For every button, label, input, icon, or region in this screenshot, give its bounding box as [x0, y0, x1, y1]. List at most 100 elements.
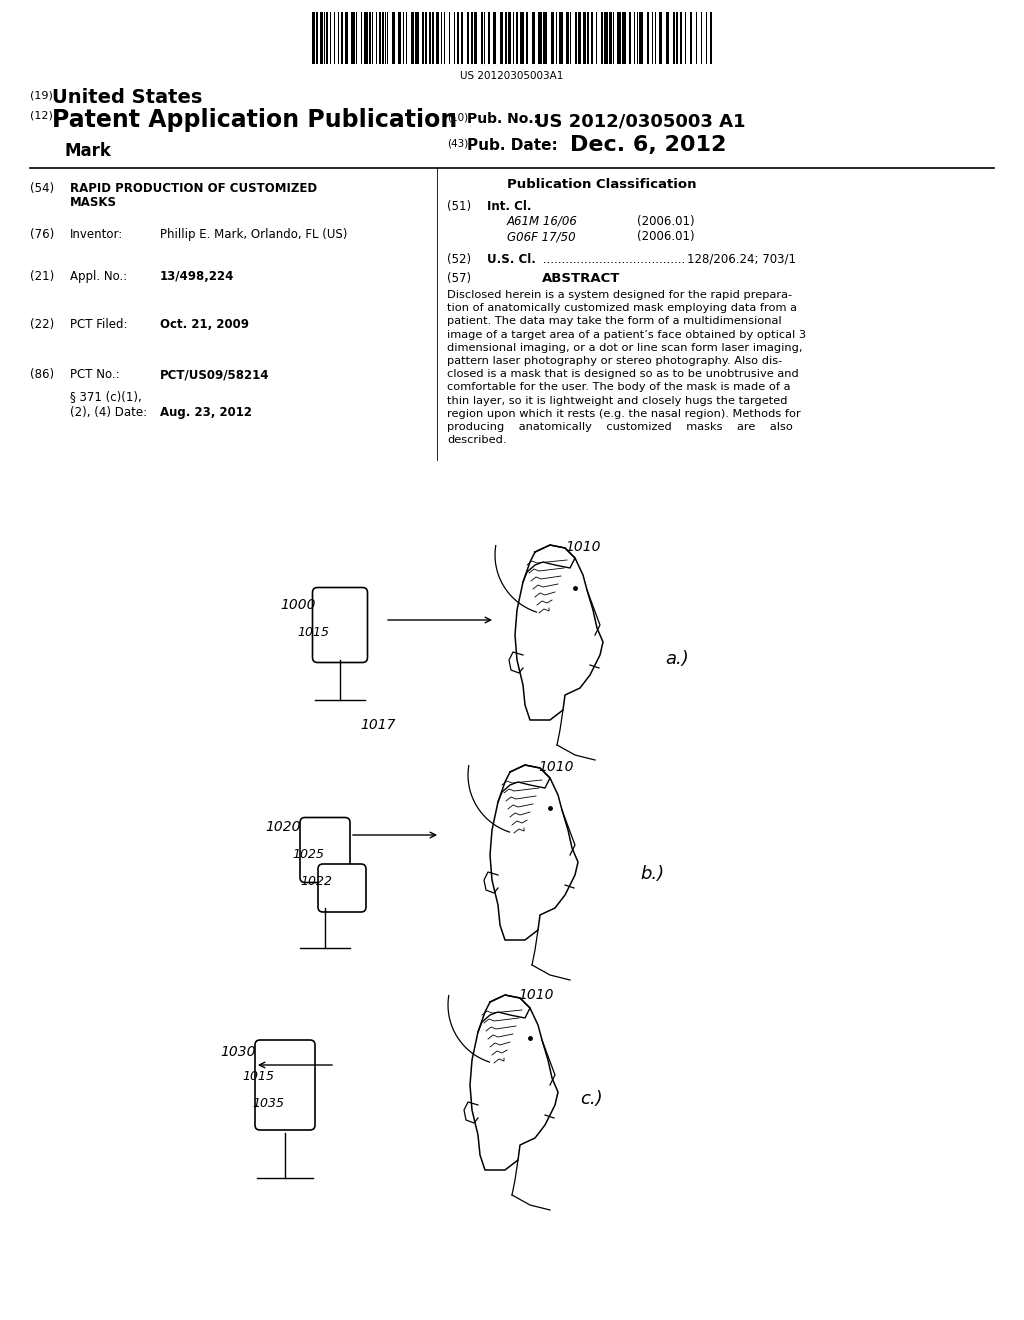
Bar [369, 12, 371, 63]
Text: 1015: 1015 [242, 1071, 274, 1082]
Text: MASKS: MASKS [70, 195, 117, 209]
Text: PCT/US09/58214: PCT/US09/58214 [160, 368, 269, 381]
Text: A61M 16/06: A61M 16/06 [507, 215, 578, 228]
Bar [345, 12, 348, 63]
Text: producing    anatomically    customized    masks    are    also: producing anatomically customized masks … [447, 422, 793, 432]
Text: 1015: 1015 [297, 626, 329, 639]
Bar [474, 12, 477, 63]
Text: § 371 (c)(1),: § 371 (c)(1), [70, 389, 141, 403]
Bar [575, 12, 577, 63]
Text: image of a target area of a patient’s face obtained by optical 3: image of a target area of a patient’s fa… [447, 330, 806, 339]
Bar [587, 12, 589, 63]
FancyBboxPatch shape [312, 587, 368, 663]
Text: 1020: 1020 [265, 820, 300, 834]
Text: pattern laser photography or stereo photography. Also dis-: pattern laser photography or stereo phot… [447, 356, 782, 366]
Bar [461, 12, 463, 63]
Bar [601, 12, 603, 63]
Bar [379, 12, 381, 63]
Text: G06F 17/50: G06F 17/50 [507, 230, 575, 243]
Bar [710, 12, 712, 63]
Bar [392, 12, 395, 63]
Text: (51): (51) [447, 201, 471, 213]
Bar [471, 12, 473, 63]
Bar [520, 12, 524, 63]
Bar [351, 12, 355, 63]
FancyBboxPatch shape [300, 817, 350, 883]
Text: U.S. Cl.: U.S. Cl. [487, 253, 536, 267]
Text: (12): (12) [30, 110, 53, 120]
FancyBboxPatch shape [318, 865, 366, 912]
Bar [422, 12, 424, 63]
Text: comfortable for the user. The body of the mask is made of a: comfortable for the user. The body of th… [447, 383, 791, 392]
Bar [316, 12, 318, 63]
Bar [629, 12, 631, 63]
Text: (21): (21) [30, 271, 54, 282]
Bar [312, 12, 315, 63]
Text: (2), (4) Date:: (2), (4) Date: [70, 407, 147, 418]
Bar [676, 12, 678, 63]
Text: (57): (57) [447, 272, 471, 285]
Bar [659, 12, 662, 63]
Bar [532, 12, 535, 63]
Text: Oct. 21, 2009: Oct. 21, 2009 [160, 318, 249, 331]
Text: Mark: Mark [65, 143, 112, 160]
Bar [488, 12, 490, 63]
Bar [319, 12, 323, 63]
Text: (22): (22) [30, 318, 54, 331]
Bar [432, 12, 434, 63]
Text: Aug. 23, 2012: Aug. 23, 2012 [160, 407, 252, 418]
Text: patient. The data may take the form of a multidimensional: patient. The data may take the form of a… [447, 317, 781, 326]
Bar [591, 12, 593, 63]
Text: region upon which it rests (e.g. the nasal region). Methods for: region upon which it rests (e.g. the nas… [447, 409, 801, 418]
Text: 1010: 1010 [538, 760, 573, 774]
Text: (76): (76) [30, 228, 54, 242]
Bar [609, 12, 612, 63]
Bar [382, 12, 384, 63]
Text: tion of anatomically customized mask employing data from a: tion of anatomically customized mask emp… [447, 304, 797, 313]
Text: 1010: 1010 [565, 540, 600, 554]
Bar [457, 12, 459, 63]
Bar [508, 12, 511, 63]
Bar [604, 12, 608, 63]
Bar [566, 12, 569, 63]
Text: US 20120305003A1: US 20120305003A1 [461, 71, 563, 81]
Bar [526, 12, 528, 63]
Bar [666, 12, 669, 63]
Bar [326, 12, 328, 63]
Bar [583, 12, 586, 63]
Bar [481, 12, 483, 63]
Text: Phillip E. Mark, Orlando, FL (US): Phillip E. Mark, Orlando, FL (US) [160, 228, 347, 242]
Bar [690, 12, 692, 63]
Text: 128/206.24; 703/1: 128/206.24; 703/1 [687, 253, 796, 267]
Text: (2006.01): (2006.01) [637, 215, 694, 228]
Text: (86): (86) [30, 368, 54, 381]
Bar [493, 12, 496, 63]
FancyBboxPatch shape [255, 1040, 315, 1130]
Bar [467, 12, 469, 63]
Text: Publication Classification: Publication Classification [507, 178, 696, 191]
Text: Disclosed herein is a system designed for the rapid prepara-: Disclosed herein is a system designed fo… [447, 290, 793, 300]
Text: Patent Application Publication: Patent Application Publication [52, 108, 458, 132]
Text: PCT Filed:: PCT Filed: [70, 318, 128, 331]
Text: Int. Cl.: Int. Cl. [487, 201, 531, 213]
Text: 13/498,224: 13/498,224 [160, 271, 234, 282]
Text: Appl. No.:: Appl. No.: [70, 271, 127, 282]
Text: ......................................: ...................................... [539, 253, 685, 267]
Text: (54): (54) [30, 182, 54, 195]
Text: 1035: 1035 [252, 1097, 284, 1110]
Bar [341, 12, 343, 63]
Text: a.): a.) [665, 649, 689, 668]
Bar [673, 12, 675, 63]
Bar [647, 12, 649, 63]
Bar [543, 12, 547, 63]
Text: 1025: 1025 [292, 847, 324, 861]
Bar [500, 12, 503, 63]
Text: (10): (10) [447, 112, 468, 121]
Text: 1022: 1022 [300, 875, 332, 888]
Text: (52): (52) [447, 253, 471, 267]
Text: thin layer, so it is lightweight and closely hugs the targeted: thin layer, so it is lightweight and clo… [447, 396, 787, 405]
Text: Pub. Date:: Pub. Date: [467, 139, 558, 153]
Text: Pub. No.:: Pub. No.: [467, 112, 539, 125]
Text: RAPID PRODUCTION OF CUSTOMIZED: RAPID PRODUCTION OF CUSTOMIZED [70, 182, 317, 195]
Bar [429, 12, 431, 63]
